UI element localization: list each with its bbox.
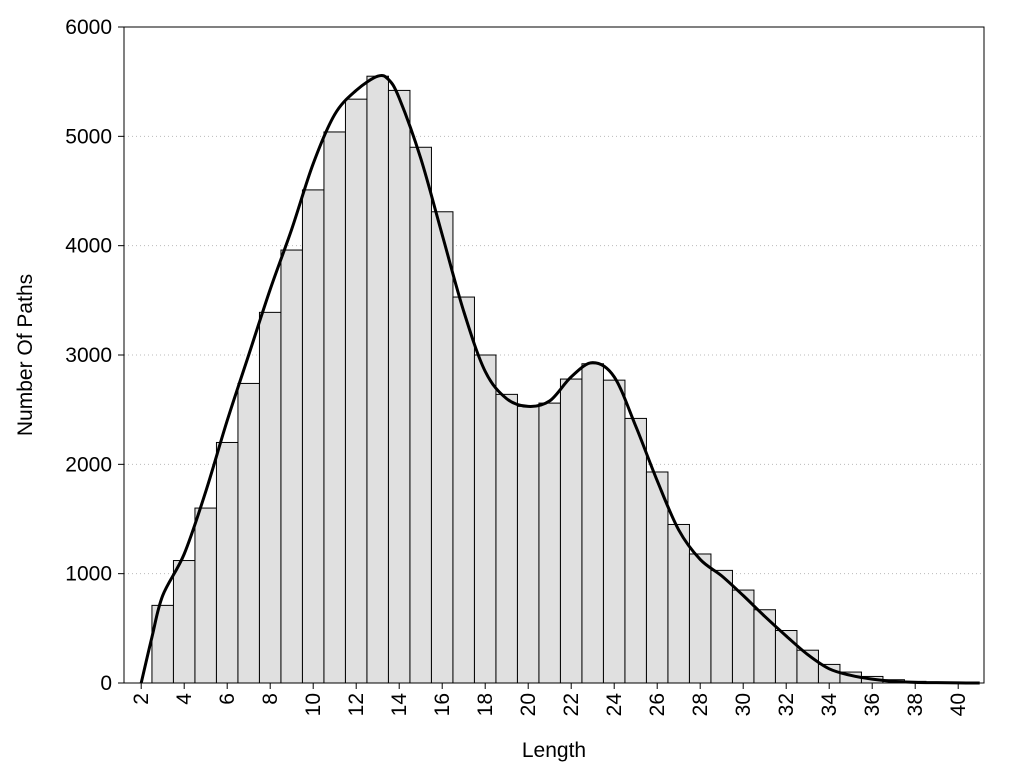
x-tick-label: 18	[474, 693, 497, 716]
histogram-bar	[215, 441, 239, 684]
x-tick-label: 12	[345, 693, 368, 716]
histogram-bar	[473, 354, 497, 684]
histogram-bar	[667, 523, 690, 684]
y-tick-label: 3000	[65, 344, 112, 367]
histogram-bars	[151, 75, 970, 684]
x-tick-label: 38	[904, 693, 927, 716]
histogram-bar	[624, 417, 647, 684]
y-tick-label: 1000	[65, 563, 112, 586]
histogram-bar	[430, 211, 454, 684]
x-tick-label: 30	[732, 693, 755, 716]
x-axis-ticks: 2 4 6 8 10 12 14 16 18 20 22 24 26 28 30 32 34 36 38 40	[130, 683, 970, 716]
histogram-bar	[602, 379, 626, 684]
x-axis-label: Length	[522, 739, 586, 762]
y-axis-label: Number Of Paths	[14, 274, 37, 436]
x-tick-label: 2	[130, 693, 153, 705]
histogram-bar	[710, 569, 733, 684]
histogram-bar	[495, 393, 518, 684]
x-tick-label: 6	[216, 693, 239, 705]
histogram-bar	[581, 363, 604, 684]
x-tick-label: 22	[560, 693, 583, 716]
x-tick-label: 16	[431, 693, 454, 716]
x-tick-label: 4	[173, 693, 196, 705]
histogram-bar	[774, 630, 798, 684]
histogram-bar	[387, 89, 411, 684]
density-curve-line	[139, 73, 980, 685]
histogram-bar	[172, 560, 196, 684]
y-tick-label: 6000	[65, 16, 112, 39]
x-tick-label: 10	[302, 693, 325, 716]
histogram-bar	[258, 311, 282, 684]
histogram-bar	[452, 296, 475, 684]
histogram-bar	[688, 553, 712, 684]
histogram-bar	[237, 382, 260, 684]
x-tick-label: 26	[646, 693, 669, 716]
x-tick-label: 8	[259, 693, 282, 705]
y-axis-ticks: 0 1000 2000 3000 4000 5000 6000	[65, 16, 124, 695]
histogram-bar	[753, 609, 776, 684]
y-tick-label: 4000	[65, 235, 112, 258]
histogram-bar	[538, 402, 561, 684]
histogram-bar	[194, 507, 217, 684]
histogram-bar	[323, 131, 346, 684]
histogram-bar	[409, 146, 432, 684]
x-tick-label: 32	[775, 693, 798, 716]
histogram-bar	[280, 249, 303, 684]
x-tick-label: 36	[861, 693, 884, 716]
histogram-bar	[559, 378, 583, 684]
x-tick-label: 34	[818, 693, 841, 717]
histogram-bar	[301, 189, 325, 684]
x-tick-label: 28	[689, 693, 712, 716]
y-tick-label: 2000	[65, 453, 112, 476]
x-tick-label: 40	[947, 693, 970, 716]
histogram-bar	[516, 405, 540, 684]
histogram-bar	[366, 75, 389, 684]
histogram-bar	[344, 98, 368, 684]
x-tick-label: 24	[603, 693, 626, 717]
grid-lines	[124, 135, 984, 575]
x-tick-label: 14	[388, 693, 411, 717]
x-tick-label: 20	[517, 693, 540, 716]
y-tick-label: 0	[100, 672, 112, 695]
histogram-bar	[645, 471, 669, 684]
y-tick-label: 5000	[65, 125, 112, 148]
